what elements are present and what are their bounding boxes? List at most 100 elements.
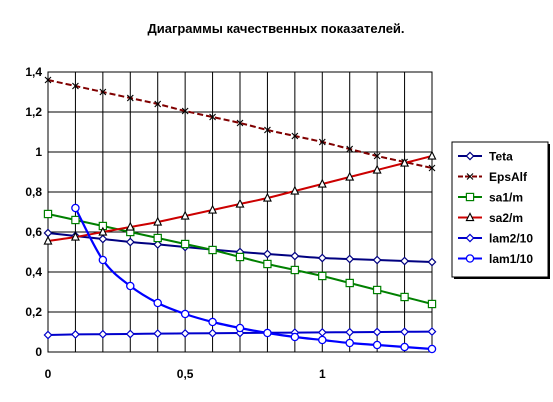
data-point-sa1-m [427,299,437,309]
data-point-epsalf-stroke [154,100,162,108]
data-point-lam1-10 [98,255,108,265]
data-point-sa1-m [43,209,53,219]
y-tick-label: 1 [35,145,42,159]
legend-label-epsalf: EpsAlf [489,170,528,184]
data-point-lam1-10 [180,309,190,319]
data-point-epsalf [181,107,189,115]
data-point-epsalf-stroke [181,107,189,115]
plot-area: 0 0,2 0,4 0,6 0,8 1 1,2 1,4 0 0,5 1 [25,65,437,381]
data-point-lam2-10 [70,329,80,339]
data-point-sa2-m [70,231,80,241]
data-point-sa1-m [180,239,190,249]
legend-marker-teta [465,151,475,161]
data-point-epsalf [373,152,381,160]
data-point-epsalf [236,119,244,127]
data-point-teta [427,257,437,267]
legend-label-teta: Teta [489,150,513,164]
data-point-lam1-10 [427,344,437,354]
data-point-sa2-m [208,204,218,214]
data-point-sa1-m [71,215,80,225]
data-point-epsalf-stroke [236,119,244,127]
data-point-epsalf [99,88,107,96]
data-point-lam2-10 [98,329,108,339]
data-point-epsalf-stroke [318,138,326,146]
data-point-teta [153,239,163,249]
data-point-sa1-m [153,233,162,243]
legend-marker-lam1-10 [465,254,475,263]
data-point-sa2-m [290,185,300,195]
data-point-teta [372,255,382,265]
legend-label-lam1-10: lam1/10 [489,252,533,266]
data-point-lam1-10 [71,203,80,213]
data-point-epsalf [318,138,326,146]
data-point-lam2-10 [427,327,437,337]
data-point-epsalf-stroke [44,76,52,84]
data-point-epsalf-stroke [72,82,79,90]
data-point-epsalf-stroke [99,88,107,96]
x-tick-label: 0 [45,367,52,381]
data-point-sa1-m [318,271,327,281]
data-point-teta [290,251,300,261]
y-tick-label: 0,2 [25,305,42,319]
data-point-sa2-m [262,192,272,202]
data-point-lam1-10 [235,323,245,333]
legend-marker-epsalf [466,173,474,180]
legend-label-sa1-m: sa1/m [489,191,523,205]
data-point-epsalf-stroke [428,164,436,172]
data-point-sa2-m [317,178,327,188]
y-tick-label: 1,2 [25,105,42,119]
y-tick-label: 0,8 [25,185,42,199]
data-point-sa2-m [180,210,190,220]
data-point-epsalf-stroke [346,145,354,153]
y-tick-label: 0,6 [25,225,42,239]
data-point-lam2-10 [345,327,355,337]
data-point-sa1-m [208,245,217,255]
legend-marker-lam2-10 [465,233,475,243]
data-point-epsalf [291,132,299,140]
x-tick-label: 1 [319,367,326,381]
data-point-lam1-10 [263,328,272,338]
data-point-teta [400,256,410,266]
data-point-sa2-m [98,226,108,236]
data-point-epsalf-stroke [209,113,216,121]
data-point-teta [125,237,135,247]
data-point-sa1-m [263,259,272,269]
legend-marker-epsalf-stroke [466,173,474,180]
data-point-epsalf [264,126,271,134]
data-point-epsalf-stroke [373,152,381,160]
data-point-sa2-m [345,171,355,181]
data-point-lam1-10 [372,340,382,350]
data-point-sa1-m [235,252,245,262]
data-point-sa1-m [290,265,300,275]
data-point-sa1-m [345,278,354,288]
data-point-lam1-10 [208,317,217,327]
data-point-sa2-m [153,216,163,226]
data-point-teta [317,253,327,263]
data-point-lam1-10 [400,342,409,352]
data-point-epsalf [126,94,134,102]
legend-label-sa2-m: sa2/m [489,211,523,225]
x-tick-label: 0,5 [177,367,194,381]
data-point-sa2-m [125,221,135,231]
data-point-lam1-10 [290,332,300,342]
data-point-lam1-10 [126,281,135,291]
data-point-sa2-m [400,157,410,167]
series-line-epsalf [47,79,433,169]
legend-marker-sa2-m [465,212,475,222]
legend-marker-sa1-m [465,192,475,202]
data-point-lam2-10 [43,330,53,340]
legend-label-lam2-10: lam2/10 [489,232,533,246]
y-tick-label: 1,4 [25,65,42,79]
y-tick-label: 0,4 [25,265,42,279]
data-point-lam2-10 [180,328,190,338]
data-point-lam1-10 [345,338,354,348]
data-point-lam2-10 [208,328,218,338]
data-point-epsalf [72,82,79,90]
data-point-teta [98,234,108,244]
data-point-epsalf [209,113,216,121]
data-point-epsalf [44,76,52,84]
data-point-teta [43,228,53,238]
data-point-sa2-m [427,150,437,160]
data-point-epsalf [428,164,436,172]
